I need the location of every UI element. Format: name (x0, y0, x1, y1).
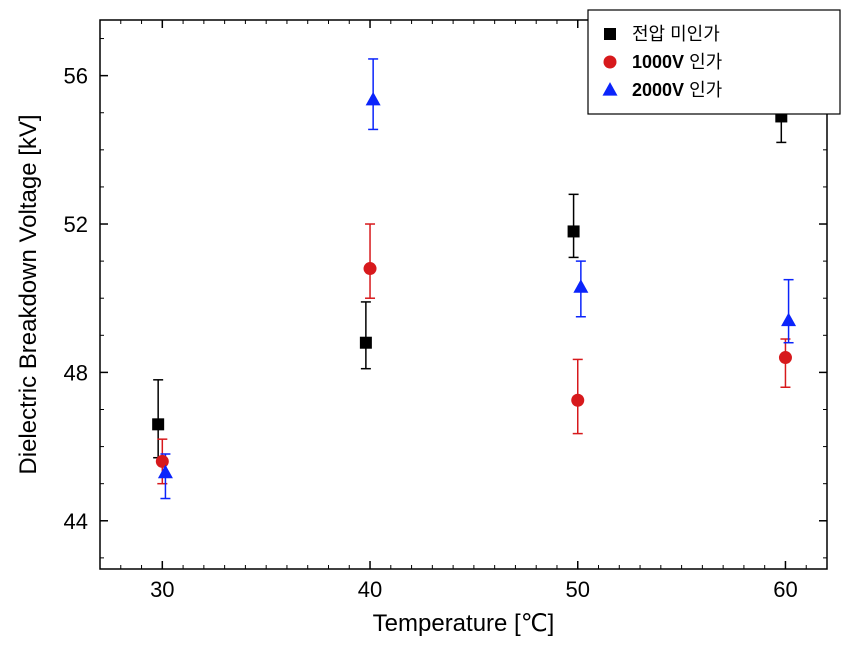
legend-label: 1000V 인가 (632, 52, 722, 72)
marker-circle (779, 351, 792, 364)
marker-circle (364, 262, 377, 275)
x-tick-label: 60 (773, 577, 797, 602)
marker-square (568, 225, 580, 237)
y-axis-label: Dielectric Breakdown Voltage [kV] (15, 114, 42, 474)
chart-container: 30 40 50 60 Temperature [℃] 44 48 52 56 Dielectri… (0, 0, 857, 649)
legend-label: 전압 미인가 (632, 24, 720, 44)
x-tick-label: 40 (358, 577, 382, 602)
marker-circle (156, 455, 169, 468)
chart-svg: 30 40 50 60 Temperature [℃] 44 48 52 56 Dielectri… (0, 0, 857, 649)
y-tick-label: 48 (64, 360, 88, 385)
marker-square (152, 418, 164, 430)
marker-circle (571, 394, 584, 407)
marker-square (604, 28, 616, 40)
marker-circle (604, 56, 617, 69)
legend-label: 2000V 인가 (632, 80, 722, 100)
y-tick-label: 52 (64, 212, 88, 237)
x-axis-label: Temperature [℃] (373, 610, 555, 637)
y-tick-label: 56 (64, 64, 88, 89)
x-tick-label: 30 (150, 577, 174, 602)
marker-square (360, 337, 372, 349)
x-tick-label: 50 (566, 577, 590, 602)
legend: 전압 미인가 1000V 인가 2000V 인가 (588, 10, 840, 114)
y-tick-label: 44 (64, 509, 88, 534)
